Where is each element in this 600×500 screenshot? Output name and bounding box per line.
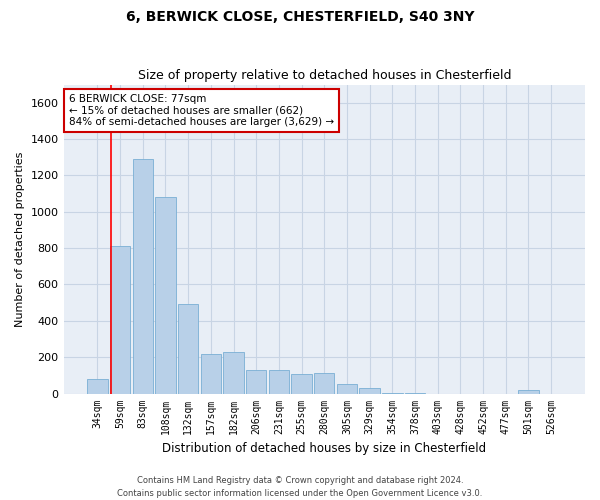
Bar xyxy=(405,392,425,394)
Bar xyxy=(155,197,176,394)
Bar xyxy=(382,392,403,394)
Bar xyxy=(337,384,357,394)
Text: 6, BERWICK CLOSE, CHESTERFIELD, S40 3NY: 6, BERWICK CLOSE, CHESTERFIELD, S40 3NY xyxy=(126,10,474,24)
Title: Size of property relative to detached houses in Chesterfield: Size of property relative to detached ho… xyxy=(137,69,511,82)
Bar xyxy=(133,159,153,394)
Text: Contains HM Land Registry data © Crown copyright and database right 2024.
Contai: Contains HM Land Registry data © Crown c… xyxy=(118,476,482,498)
Text: 6 BERWICK CLOSE: 77sqm
← 15% of detached houses are smaller (662)
84% of semi-de: 6 BERWICK CLOSE: 77sqm ← 15% of detached… xyxy=(69,94,334,127)
Bar xyxy=(223,352,244,394)
Bar xyxy=(292,374,312,394)
Y-axis label: Number of detached properties: Number of detached properties xyxy=(15,152,25,326)
Bar xyxy=(314,372,334,394)
Bar xyxy=(269,370,289,394)
Bar xyxy=(87,379,107,394)
Bar xyxy=(178,304,199,394)
Bar xyxy=(359,388,380,394)
Bar xyxy=(200,354,221,394)
X-axis label: Distribution of detached houses by size in Chesterfield: Distribution of detached houses by size … xyxy=(162,442,487,455)
Bar xyxy=(110,246,130,394)
Bar xyxy=(518,390,539,394)
Bar xyxy=(246,370,266,394)
